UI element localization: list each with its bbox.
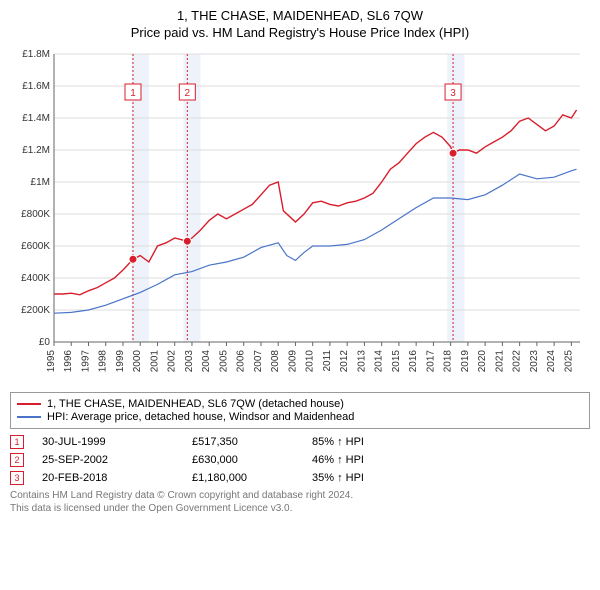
svg-text:2011: 2011 [322,350,333,372]
svg-text:2020: 2020 [477,350,488,373]
sale-marker: 2 [10,453,24,467]
svg-text:3: 3 [450,88,456,99]
sale-date: 20-FEB-2018 [42,472,192,484]
svg-text:2016: 2016 [408,350,419,373]
svg-text:1997: 1997 [80,350,91,373]
svg-text:1995: 1995 [46,350,57,373]
svg-text:2013: 2013 [356,350,367,373]
svg-text:1: 1 [130,88,136,99]
sale-row: 2 25-SEP-2002£630,00046% ↑ HPI [10,453,590,467]
sale-row: 1 30-JUL-1999£517,35085% ↑ HPI [10,435,590,449]
sale-pct: 46% ↑ HPI [312,454,432,466]
svg-text:2017: 2017 [425,350,436,373]
svg-text:2014: 2014 [374,350,385,373]
svg-text:£200K: £200K [21,305,50,316]
sale-marker: 1 [10,435,24,449]
svg-text:£1.4M: £1.4M [22,113,50,124]
sale-pct: 85% ↑ HPI [312,436,432,448]
sales-table: 1 30-JUL-1999£517,35085% ↑ HPI 2 25-SEP-200… [10,435,590,485]
svg-text:2: 2 [185,88,191,99]
svg-text:2003: 2003 [184,350,195,373]
svg-text:1999: 1999 [115,350,126,373]
sale-date: 25-SEP-2002 [42,454,192,466]
svg-text:£600K: £600K [21,241,50,252]
legend-swatch [17,403,41,405]
svg-text:2006: 2006 [236,350,247,373]
sale-date: 30-JUL-1999 [42,436,192,448]
sale-price: £517,350 [192,436,312,448]
svg-text:2000: 2000 [132,350,143,373]
price-chart: £0 £200K £400K £600K £800K £1M £1.2M £1.4M £1.6M… [10,46,590,386]
legend-swatch [17,416,41,418]
svg-text:2001: 2001 [149,350,160,373]
svg-text:£1.6M: £1.6M [22,81,50,92]
svg-text:2002: 2002 [167,350,178,373]
svg-text:£1.2M: £1.2M [22,145,50,156]
svg-text:£1M: £1M [31,177,50,188]
svg-text:2018: 2018 [443,350,454,373]
legend-item: 1, THE CHASE, MAIDENHEAD, SL6 7QW (detac… [17,398,583,410]
svg-text:2004: 2004 [201,350,212,373]
svg-text:2005: 2005 [218,350,229,373]
attribution-line: This data is licensed under the Open Gov… [10,502,590,515]
svg-text:2015: 2015 [391,350,402,373]
attribution: Contains HM Land Registry data © Crown c… [10,489,590,515]
svg-text:2007: 2007 [253,350,264,373]
svg-text:2021: 2021 [494,350,505,373]
attribution-line: Contains HM Land Registry data © Crown c… [10,489,590,502]
svg-text:£400K: £400K [21,273,50,284]
sale-row: 3 20-FEB-2018£1,180,00035% ↑ HPI [10,471,590,485]
svg-text:2009: 2009 [287,350,298,373]
legend-label: 1, THE CHASE, MAIDENHEAD, SL6 7QW (detac… [47,398,344,410]
svg-text:2023: 2023 [529,350,540,373]
legend-item: HPI: Average price, detached house, Wind… [17,411,583,423]
svg-text:2012: 2012 [339,350,350,373]
svg-text:1998: 1998 [98,350,109,373]
legend: 1, THE CHASE, MAIDENHEAD, SL6 7QW (detac… [10,392,590,429]
sale-marker: 3 [10,471,24,485]
svg-text:2019: 2019 [460,350,471,373]
page-subtitle: Price paid vs. HM Land Registry's House … [10,25,590,40]
svg-text:1996: 1996 [63,350,74,373]
sale-pct: 35% ↑ HPI [312,472,432,484]
sale-price: £630,000 [192,454,312,466]
page-title: 1, THE CHASE, MAIDENHEAD, SL6 7QW [10,8,590,23]
svg-text:2024: 2024 [546,350,557,373]
svg-text:2010: 2010 [305,350,316,373]
svg-text:£800K: £800K [21,209,50,220]
svg-text:£1.8M: £1.8M [22,49,50,60]
svg-text:2008: 2008 [270,350,281,373]
svg-text:£0: £0 [39,337,51,348]
svg-text:2025: 2025 [563,350,574,373]
legend-label: HPI: Average price, detached house, Wind… [47,411,354,423]
sale-price: £1,180,000 [192,472,312,484]
svg-text:2022: 2022 [512,350,523,373]
